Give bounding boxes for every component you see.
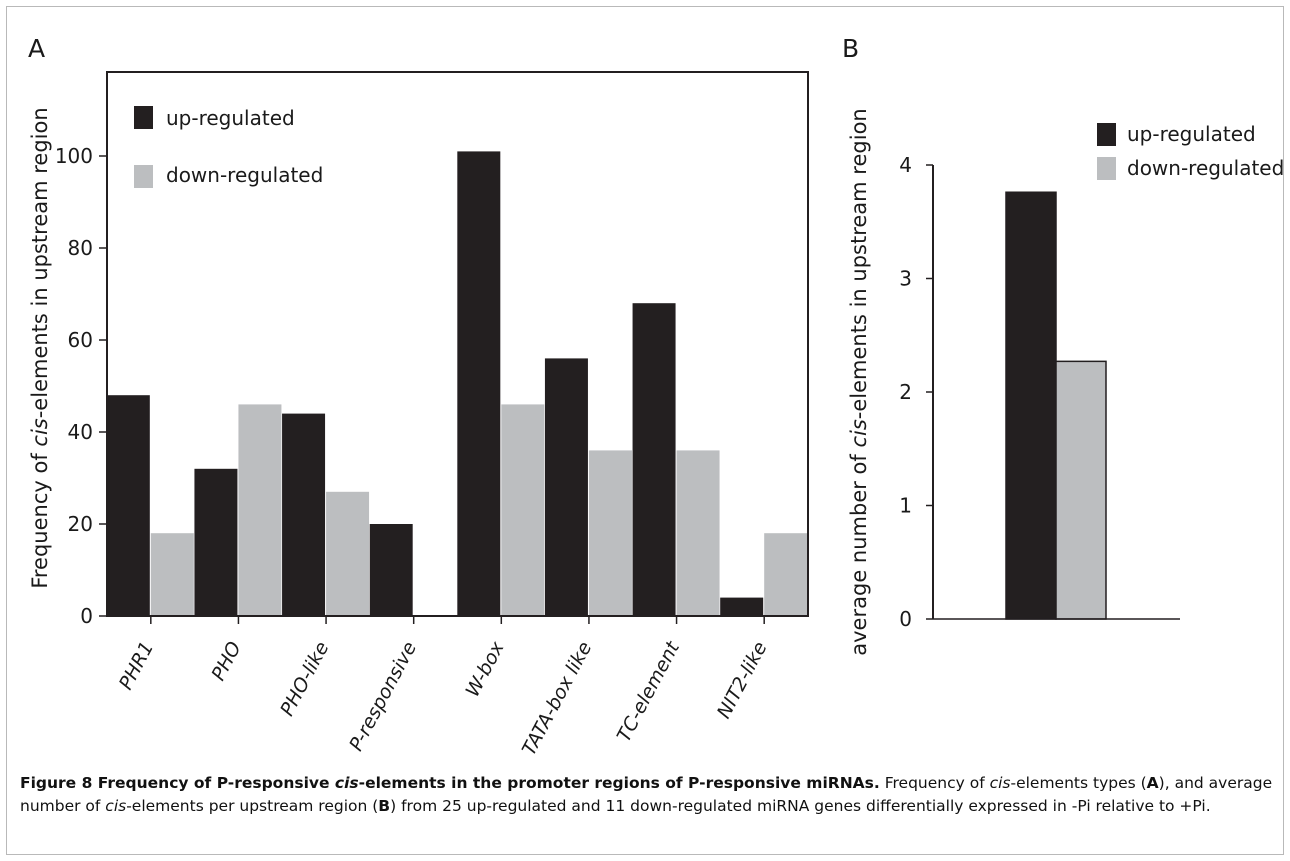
bar-up-regulated-w-box xyxy=(457,151,501,616)
y-tick-label: 100 xyxy=(55,144,93,168)
legend-label-up: up-regulated xyxy=(1127,122,1256,146)
y-tick-label: 0 xyxy=(80,604,93,628)
bar-down-regulated-pho xyxy=(238,404,282,616)
x-tick-label-nit2-like: NIT2-like xyxy=(713,638,772,722)
legend-swatch-up xyxy=(134,106,153,129)
bar-up-regulated-p-responsive xyxy=(369,524,413,616)
legend-swatch-down xyxy=(1097,157,1116,180)
bar-up-regulated-phr1 xyxy=(106,395,150,616)
panel-a-x-axis-labels: PHR1 PHO PHO-like P-responsive W-box TATA-box… xyxy=(115,616,772,759)
legend-label-down: down-regulated xyxy=(166,163,323,187)
bar-down-regulated-pho-like xyxy=(326,491,370,616)
x-tick-label-pho: PHO xyxy=(207,638,246,684)
panel-a-chart: A Frequency of cis-elements in upstream … xyxy=(28,34,809,759)
bar-down-regulated-tata-box-like xyxy=(588,450,632,616)
panel-a-y-axis: 0 20 40 60 80 100 xyxy=(55,144,107,628)
y-tick-label: 4 xyxy=(899,153,912,177)
panel-b-y-axis: 0 1 2 3 4 xyxy=(899,153,933,631)
bar-down-regulated-w-box xyxy=(501,404,545,616)
y-tick-label: 0 xyxy=(899,607,912,631)
bar-down-regulated-tc-element xyxy=(676,450,720,616)
bar-up-regulated-tata-box-like xyxy=(544,358,588,616)
panel-a-letter: A xyxy=(28,34,45,63)
y-tick-label: 20 xyxy=(68,512,93,536)
panel-b-legend: up-regulated down-regulated xyxy=(1097,122,1284,180)
y-tick-label: 40 xyxy=(68,420,93,444)
figure-caption: Figure 8 Frequency of P-responsive cis-e… xyxy=(20,774,1273,815)
x-tick-label-phr1: PHR1 xyxy=(115,638,158,693)
panel-b-bars xyxy=(1005,191,1107,620)
x-tick-label-w-box: W-box xyxy=(462,637,510,700)
bar-up-regulated-tc-element xyxy=(632,303,676,616)
bar-up-regulated-pho-like xyxy=(282,413,326,616)
panel-a-legend: up-regulated down-regulated xyxy=(134,106,323,188)
bar-down-regulated-phr1 xyxy=(150,533,194,616)
bar-up-regulated-pho xyxy=(194,468,238,616)
x-tick-label-tc-element: TC-element xyxy=(613,637,685,746)
bar-down-regulated xyxy=(1055,360,1107,620)
panel-a-ylabel: Frequency of cis-elements in upstream re… xyxy=(28,107,52,588)
bar-up-regulated xyxy=(1005,191,1057,620)
y-tick-label: 60 xyxy=(68,328,93,352)
legend-swatch-up xyxy=(1097,123,1116,146)
caption-label: Figure 8 xyxy=(20,774,93,792)
panel-a-plot-frame xyxy=(106,71,809,617)
y-tick-label: 80 xyxy=(68,236,93,260)
bar-up-regulated-nit2-like xyxy=(720,597,764,616)
bar-down-regulated-nit2-like xyxy=(764,533,808,616)
legend-label-down: down-regulated xyxy=(1127,156,1284,180)
panel-a-bars xyxy=(106,151,808,616)
x-tick-label-pho-like: PHO-like xyxy=(276,638,333,720)
legend-swatch-down xyxy=(134,165,153,188)
caption-title: Figure 8 Frequency of P-responsive cis-e… xyxy=(20,774,880,792)
figure-canvas: A Frequency of cis-elements in upstream … xyxy=(28,34,1284,759)
y-tick-label: 3 xyxy=(899,267,912,291)
y-tick-label: 1 xyxy=(899,494,912,518)
x-tick-label-p-responsive: P-responsive xyxy=(345,638,421,755)
panel-b-letter: B xyxy=(842,34,859,63)
legend-label-up: up-regulated xyxy=(166,106,295,130)
panel-b-ylabel: average number of cis-elements in upstre… xyxy=(847,108,871,655)
y-tick-label: 2 xyxy=(899,380,912,404)
panel-b-chart: B average number of cis-elements in upst… xyxy=(842,34,1284,656)
x-tick-label-tata-box-like: TATA-box like xyxy=(518,638,596,759)
